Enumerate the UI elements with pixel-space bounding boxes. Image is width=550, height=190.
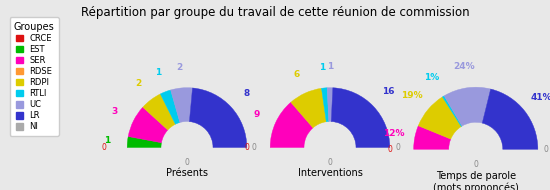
Text: 1: 1 (327, 62, 333, 71)
Text: 0: 0 (102, 143, 106, 152)
Wedge shape (170, 88, 192, 123)
Title: Interventions: Interventions (298, 168, 362, 178)
Text: 41%: 41% (531, 93, 550, 102)
Wedge shape (128, 107, 168, 143)
Text: 19%: 19% (401, 91, 422, 100)
Text: 0: 0 (328, 158, 332, 167)
Wedge shape (291, 88, 326, 128)
Wedge shape (414, 126, 451, 149)
Wedge shape (331, 88, 390, 147)
Text: 12%: 12% (383, 129, 404, 138)
Text: 16: 16 (382, 87, 394, 96)
Wedge shape (270, 102, 313, 147)
Text: 0: 0 (543, 145, 548, 154)
Wedge shape (444, 87, 491, 126)
Wedge shape (327, 88, 333, 122)
Title: Présents: Présents (166, 168, 208, 178)
Text: 2: 2 (135, 79, 141, 88)
Legend: CRCE, EST, SER, RDSE, RDPI, RTLI, UC, LR, NI: CRCE, EST, SER, RDSE, RDPI, RTLI, UC, LR… (10, 17, 59, 135)
Text: Répartition par groupe du travail de cette réunion de commission: Répartition par groupe du travail de cet… (81, 6, 469, 19)
Text: 0: 0 (245, 143, 249, 152)
Text: 1: 1 (319, 63, 326, 72)
Text: 24%: 24% (453, 62, 475, 71)
Text: 9: 9 (254, 109, 260, 119)
Wedge shape (143, 94, 175, 130)
Text: 3: 3 (112, 107, 118, 116)
Text: 2: 2 (177, 63, 183, 72)
Wedge shape (161, 90, 180, 124)
Wedge shape (442, 96, 462, 127)
Wedge shape (482, 89, 538, 149)
Text: 8: 8 (244, 89, 250, 98)
Wedge shape (322, 88, 329, 122)
Text: 0: 0 (474, 160, 478, 169)
Text: 1: 1 (155, 68, 161, 77)
Text: 0: 0 (395, 143, 400, 152)
Wedge shape (189, 88, 247, 147)
Text: 0: 0 (252, 143, 257, 152)
Title: Temps de parole
(mots prononcés): Temps de parole (mots prononcés) (433, 171, 519, 190)
Wedge shape (419, 97, 461, 139)
Text: 0: 0 (387, 145, 392, 154)
Text: 0: 0 (185, 158, 189, 167)
Wedge shape (127, 136, 162, 147)
Text: 1: 1 (103, 135, 110, 145)
Text: 1%: 1% (425, 74, 439, 82)
Text: 6: 6 (293, 70, 300, 79)
